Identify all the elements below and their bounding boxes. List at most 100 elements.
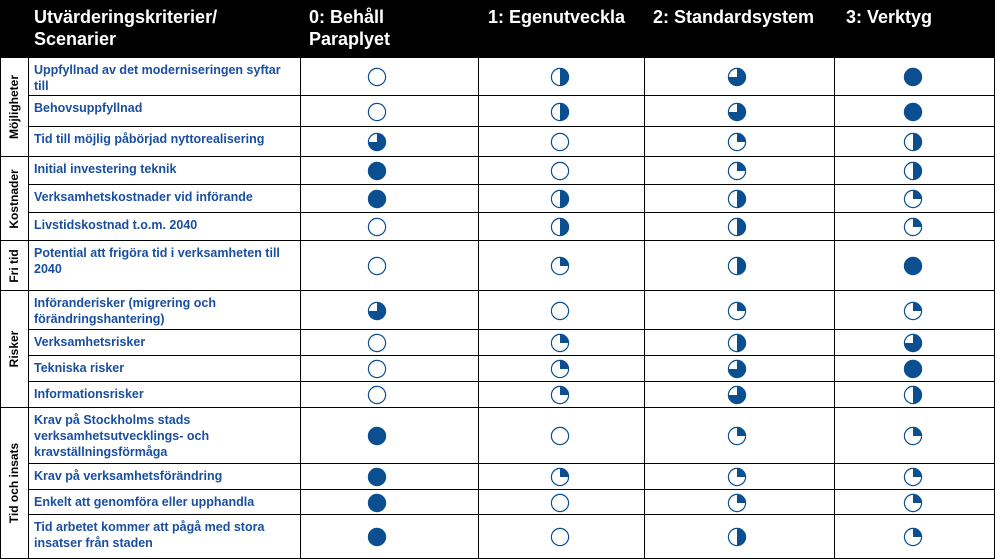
- group-label: Möjligheter: [7, 74, 21, 140]
- harvey-ball-25: [550, 359, 570, 379]
- criterion-label: Potential att frigöra tid i verksamheten…: [34, 246, 280, 276]
- header-scenario-2: 2: Standardsystem: [653, 7, 815, 27]
- harvey-ball-50: [727, 333, 747, 353]
- harvey-ball-0: [367, 385, 387, 405]
- harvey-ball-50: [727, 217, 747, 237]
- criterion-label: Enkelt att genomföra eller upphandla: [34, 495, 255, 509]
- harvey-ball-100: [903, 359, 923, 379]
- table-row: Behovsuppfyllnad: [28, 96, 995, 127]
- harvey-ball-0: [367, 359, 387, 379]
- column-divider: [28, 58, 29, 559]
- criterion-label: Tid arbetet kommer att pågå med stora in…: [34, 520, 265, 550]
- harvey-ball-50: [550, 102, 570, 121]
- harvey-ball-0: [550, 527, 570, 547]
- harvey-ball-50: [550, 189, 570, 209]
- group-5: Tid och insats: [0, 408, 28, 559]
- group-1: Möjligheter: [0, 58, 28, 157]
- harvey-ball-0: [550, 132, 570, 152]
- table-row: Införanderisker (migrering och förändrin…: [28, 291, 995, 330]
- harvey-ball-100: [367, 527, 387, 547]
- table-row: Initial investering teknik: [28, 157, 995, 185]
- harvey-ball-100: [903, 102, 923, 121]
- harvey-ball-100: [367, 426, 387, 446]
- group-3: Fri tid: [0, 241, 28, 291]
- harvey-ball-100: [367, 467, 387, 487]
- harvey-ball-25: [903, 467, 923, 487]
- harvey-ball-50: [727, 256, 747, 276]
- criterion-label: Tid till möjlig påbörjad nyttorealiserin…: [34, 132, 265, 146]
- group-label: Tid och insats: [7, 442, 21, 524]
- table-row: Verksamhetsrisker: [28, 330, 995, 356]
- table-row: Tid till möjlig påbörjad nyttorealiserin…: [28, 127, 995, 157]
- harvey-ball-25: [550, 256, 570, 276]
- harvey-ball-75: [727, 67, 747, 87]
- group-label: Risker: [7, 330, 21, 368]
- harvey-ball-100: [903, 67, 923, 87]
- harvey-ball-25: [903, 527, 923, 547]
- harvey-ball-100: [367, 161, 387, 181]
- harvey-ball-0: [367, 256, 387, 276]
- harvey-ball-25: [550, 385, 570, 405]
- group-4: Risker: [0, 291, 28, 408]
- criterion-label: Införanderisker (migrering och förändrin…: [34, 296, 216, 326]
- harvey-ball-75: [727, 385, 747, 405]
- group-label: Kostnader: [7, 168, 21, 229]
- table-row: Livstidskostnad t.o.m. 2040: [28, 213, 995, 241]
- harvey-ball-75: [727, 102, 747, 121]
- column-divider: [478, 58, 479, 559]
- table-row: Krav på verksamhetsförändring: [28, 464, 995, 490]
- table-row: Potential att frigöra tid i verksamheten…: [28, 241, 995, 291]
- harvey-ball-25: [727, 161, 747, 181]
- harvey-ball-25: [903, 217, 923, 237]
- harvey-ball-0: [550, 493, 570, 512]
- harvey-ball-50: [550, 217, 570, 237]
- harvey-ball-25: [550, 467, 570, 487]
- harvey-ball-0: [550, 161, 570, 181]
- criterion-label: Behovsuppfyllnad: [34, 101, 143, 115]
- harvey-ball-50: [903, 385, 923, 405]
- harvey-ball-0: [367, 102, 387, 121]
- table-row: Enkelt att genomföra eller upphandla: [28, 490, 995, 515]
- harvey-ball-0: [550, 301, 570, 320]
- harvey-ball-0: [550, 426, 570, 446]
- header-scenario-3: 3: Verktyg: [846, 7, 933, 27]
- table-row: Tekniska risker: [28, 356, 995, 382]
- criterion-label: Informationsrisker: [34, 387, 144, 401]
- table-row: Uppfyllnad av det moderniseringen syftar…: [28, 58, 995, 96]
- harvey-ball-50: [903, 132, 923, 152]
- header-scenario-1: 1: Egenutveckla: [488, 7, 626, 27]
- column-divider: [644, 58, 645, 559]
- header-scenario-0: 0: Behåll Paraplyet: [309, 7, 391, 49]
- harvey-ball-100: [367, 493, 387, 512]
- harvey-ball-100: [367, 189, 387, 209]
- criterion-label: Krav på Stockholms stads verksamhetsutve…: [34, 413, 210, 459]
- harvey-ball-75: [903, 333, 923, 353]
- criterion-label: Livstidskostnad t.o.m. 2040: [34, 218, 198, 232]
- group-label: Fri tid: [7, 248, 21, 283]
- criterion-label: Verksamhetskostnader vid införande: [34, 190, 253, 204]
- harvey-ball-50: [727, 189, 747, 209]
- criterion-label: Verksamhetsrisker: [34, 335, 146, 349]
- criterion-label: Krav på verksamhetsförändring: [34, 469, 223, 483]
- harvey-ball-25: [727, 301, 747, 320]
- harvey-ball-50: [903, 161, 923, 181]
- harvey-ball-25: [550, 333, 570, 353]
- column-divider: [300, 58, 301, 559]
- harvey-ball-0: [367, 67, 387, 87]
- header-row: Utvärderingskriterier/ Scenarier 0: Behå…: [0, 0, 995, 58]
- table-row: Verksamhetskostnader vid införande: [28, 185, 995, 213]
- harvey-ball-50: [727, 527, 747, 547]
- harvey-ball-0: [367, 217, 387, 237]
- harvey-ball-25: [903, 493, 923, 512]
- group-2: Kostnader: [0, 157, 28, 241]
- harvey-ball-25: [903, 301, 923, 320]
- criterion-label: Initial investering teknik: [34, 162, 177, 176]
- column-divider: [834, 58, 835, 559]
- harvey-ball-75: [367, 132, 387, 152]
- table-row: Informationsrisker: [28, 382, 995, 408]
- harvey-ball-75: [367, 301, 387, 320]
- harvey-ball-25: [727, 426, 747, 446]
- header-criteria: Utvärderingskriterier/ Scenarier: [34, 7, 218, 49]
- table-row: Krav på Stockholms stads verksamhetsutve…: [28, 408, 995, 464]
